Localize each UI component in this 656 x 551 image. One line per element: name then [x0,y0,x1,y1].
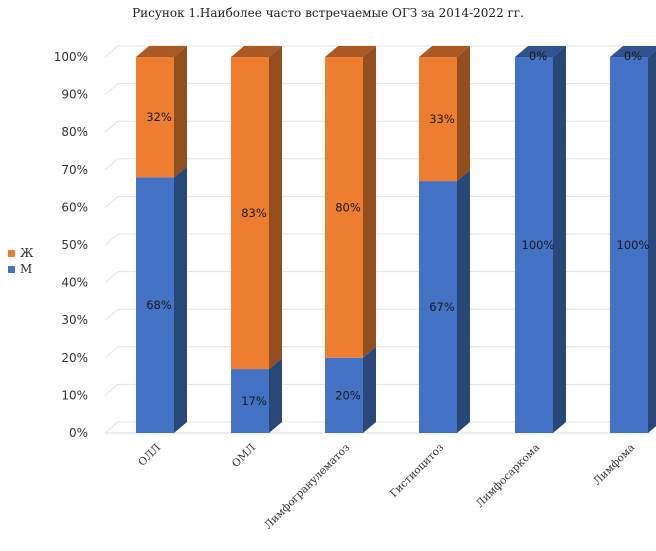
x-tick-label: Лимфосаркома [474,442,542,510]
y-tick-label: 80% [61,125,88,139]
bar-top [231,46,282,57]
gridline-depth [104,120,119,133]
bar-segment-zh [325,57,363,358]
data-label: 83% [241,206,267,220]
data-label: 0% [624,49,642,63]
y-tick-label: 60% [61,200,88,214]
gridline-depth [104,271,119,283]
bar-segment-m [136,177,174,433]
bar-side-m [553,46,566,433]
gridline-depth [104,346,119,359]
data-label: 33% [429,112,455,126]
bar-segment-m [419,181,457,433]
chart-title: Рисунок 1.Наиболее часто встречаемые ОГЗ… [132,6,524,20]
bar-side-zh [269,46,282,370]
data-label: 80% [335,200,361,214]
legend-label: М [20,262,32,276]
bar-side-m [648,50,656,433]
bar-side-zh [457,46,470,182]
y-tick-label: 90% [61,88,88,102]
data-label: 17% [241,394,267,408]
gridline-depth [104,308,119,321]
legend-label: Ж [20,246,34,260]
bar-side-m [174,166,187,433]
bar-segment-zh [419,57,457,182]
legend-swatch [8,250,15,257]
bar-segment-zh [136,57,174,178]
bar-side-zh [363,46,376,358]
gridline-depth [104,158,119,171]
y-tick-label: 100% [54,50,88,64]
data-label: 32% [146,110,172,124]
data-label: 20% [335,388,361,402]
y-tick-label: 20% [61,351,88,365]
legend-swatch [8,266,15,273]
bar-segment-m [515,57,553,433]
bar-top [325,46,376,57]
data-label: 67% [429,300,455,314]
bar-segment-zh [231,57,269,370]
data-label: 100% [617,238,650,252]
gridline-depth [104,421,119,434]
x-tick-label: Лимфома [591,442,637,488]
gridline-depth [104,384,119,396]
bar-segment-m [231,369,269,433]
y-tick-label: 50% [61,238,88,252]
bar-side-m [269,358,282,433]
data-label: 68% [146,298,172,312]
x-tick-label: Лимфогранулематоз [262,441,352,531]
data-label: 100% [522,238,555,252]
y-tick-label: 0% [69,426,88,440]
y-tick-label: 70% [61,163,88,177]
gridline-depth [104,83,119,95]
x-tick-label: ОЛЛ [136,441,163,468]
bar-top [419,46,470,57]
y-tick-label: 10% [61,388,88,402]
gridline-depth [104,196,119,208]
bar-segment-m [610,57,648,433]
y-tick-label: 30% [61,313,88,327]
bar-top [136,46,187,57]
bar-side-m [363,346,376,433]
gridline-depth [104,233,119,246]
bar-top [610,46,656,57]
bar-side-zh [174,46,187,178]
x-tick-label: Гистиоцитоз [388,441,447,500]
gridline-depth [104,45,119,58]
x-tick-label: ОМЛ [230,441,259,470]
bar-side-m [457,170,470,433]
data-label: 0% [529,49,547,63]
bar-top [515,46,566,57]
y-tick-label: 40% [61,276,88,290]
bar-segment-m [325,357,363,433]
